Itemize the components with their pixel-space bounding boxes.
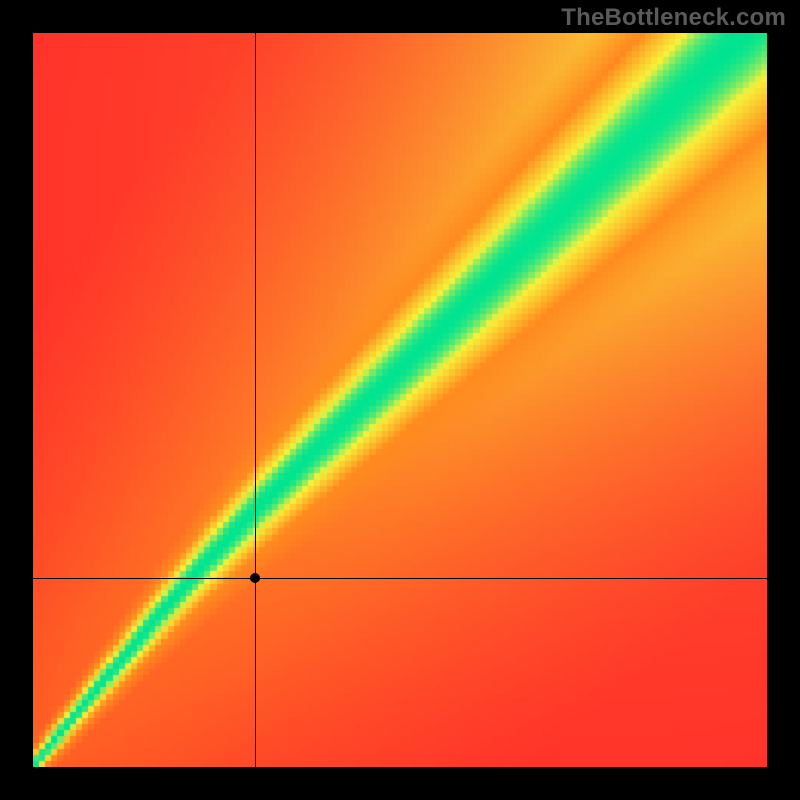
- crosshair-marker: [250, 573, 260, 583]
- watermark-text: TheBottleneck.com: [561, 4, 786, 32]
- crosshair-vertical: [255, 33, 256, 767]
- crosshair-horizontal: [33, 578, 767, 579]
- heatmap-canvas: [33, 33, 767, 767]
- plot-area: [33, 33, 767, 767]
- chart-container: TheBottleneck.com: [0, 0, 800, 800]
